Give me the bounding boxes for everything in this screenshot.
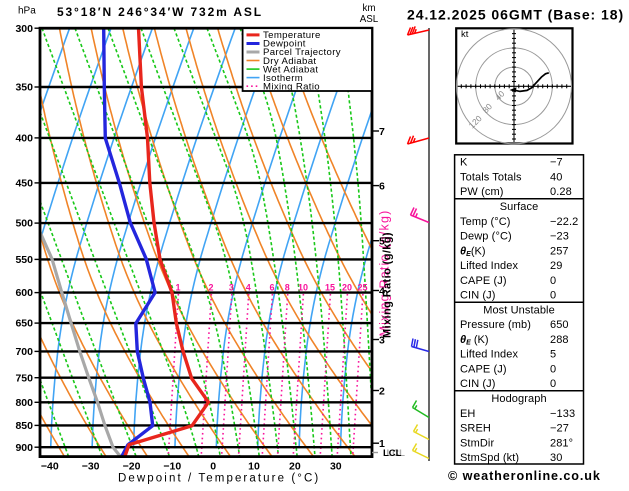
svg-text:θE(K): θE(K) xyxy=(460,245,485,257)
svg-text:8: 8 xyxy=(285,283,290,293)
svg-text:Totals Totals: Totals Totals xyxy=(460,172,522,184)
svg-text:500: 500 xyxy=(15,218,33,230)
svg-text:0: 0 xyxy=(550,275,556,287)
svg-text:Parcel Trajectory: Parcel Trajectory xyxy=(263,47,341,58)
svg-text:350: 350 xyxy=(15,82,33,94)
svg-text:600: 600 xyxy=(15,287,33,299)
svg-text:20: 20 xyxy=(342,283,352,293)
svg-text:Most Unstable: Most Unstable xyxy=(483,304,555,316)
svg-text:6: 6 xyxy=(269,283,274,293)
svg-text:450: 450 xyxy=(15,178,33,190)
svg-text:Mixing Ratio (g/kg): Mixing Ratio (g/kg) xyxy=(382,232,394,338)
svg-text:SREH: SREH xyxy=(460,423,491,435)
svg-text:15: 15 xyxy=(325,283,335,293)
svg-text:5: 5 xyxy=(550,349,556,361)
svg-text:550: 550 xyxy=(15,254,33,266)
svg-text:24.12.2025 06GMT (Base: 18): 24.12.2025 06GMT (Base: 18) xyxy=(407,7,624,23)
svg-text:10: 10 xyxy=(248,461,260,473)
svg-text:CIN (J): CIN (J) xyxy=(460,290,496,302)
svg-text:−133: −133 xyxy=(550,408,575,420)
svg-text:29: 29 xyxy=(550,260,562,272)
svg-text:km: km xyxy=(362,3,375,14)
svg-text:CIN (J): CIN (J) xyxy=(460,378,496,390)
svg-text:650: 650 xyxy=(15,318,33,330)
svg-text:CAPE (J): CAPE (J) xyxy=(460,364,507,376)
svg-text:4: 4 xyxy=(379,285,385,297)
svg-text:Temperature: Temperature xyxy=(263,30,321,41)
svg-text:−40: −40 xyxy=(41,461,59,473)
svg-text:Hodograph: Hodograph xyxy=(491,393,546,405)
svg-text:850: 850 xyxy=(15,420,33,432)
svg-text:281°: 281° xyxy=(550,437,573,449)
svg-text:900: 900 xyxy=(15,442,33,454)
svg-text:θE (K): θE (K) xyxy=(460,334,489,347)
svg-text:300: 300 xyxy=(15,23,33,35)
svg-text:7: 7 xyxy=(379,126,385,138)
svg-text:20: 20 xyxy=(289,461,301,473)
svg-text:53°18′N 246°34′W 732m ASL: 53°18′N 246°34′W 732m ASL xyxy=(57,5,263,19)
svg-text:4: 4 xyxy=(246,283,251,293)
svg-text:kt: kt xyxy=(461,29,469,40)
svg-text:3: 3 xyxy=(229,283,234,293)
svg-text:CAPE (J): CAPE (J) xyxy=(460,275,507,287)
svg-text:Lifted Index: Lifted Index xyxy=(460,260,518,272)
svg-text:−20: −20 xyxy=(123,461,141,473)
svg-text:30: 30 xyxy=(330,461,342,473)
svg-text:650: 650 xyxy=(550,319,569,331)
svg-text:−27: −27 xyxy=(550,423,569,435)
svg-text:1: 1 xyxy=(175,283,180,293)
svg-text:−23: −23 xyxy=(550,231,569,243)
svg-text:25: 25 xyxy=(357,283,367,293)
svg-text:Surface: Surface xyxy=(500,201,539,213)
svg-text:−10: −10 xyxy=(163,461,181,473)
svg-text:5: 5 xyxy=(379,236,385,248)
svg-text:2: 2 xyxy=(208,283,213,293)
svg-text:0.28: 0.28 xyxy=(550,186,572,198)
svg-text:Mixing Ratio (g/kg): Mixing Ratio (g/kg) xyxy=(378,210,392,337)
svg-text:−22.2: −22.2 xyxy=(550,216,578,228)
svg-text:10: 10 xyxy=(298,283,308,293)
svg-text:800: 800 xyxy=(15,397,33,409)
svg-text:PW (cm): PW (cm) xyxy=(460,186,503,198)
svg-text:Temp (°C): Temp (°C) xyxy=(460,216,511,228)
svg-text:2: 2 xyxy=(379,385,385,397)
svg-text:700: 700 xyxy=(15,346,33,358)
svg-text:Dry Adiabat: Dry Adiabat xyxy=(263,56,316,67)
svg-text:Lifted Index: Lifted Index xyxy=(460,349,518,361)
svg-text:0: 0 xyxy=(550,378,556,390)
svg-text:40: 40 xyxy=(550,172,562,184)
svg-text:257: 257 xyxy=(550,245,569,257)
svg-text:30: 30 xyxy=(550,452,562,464)
svg-text:Wet Adiabat: Wet Adiabat xyxy=(263,64,318,75)
svg-text:StmDir: StmDir xyxy=(460,437,494,449)
svg-text:−30: −30 xyxy=(82,461,100,473)
svg-text:StmSpd (kt): StmSpd (kt) xyxy=(460,452,519,464)
svg-text:© weatheronline.co.uk: © weatheronline.co.uk xyxy=(448,469,601,483)
svg-text:K: K xyxy=(460,157,468,169)
svg-text:ASL: ASL xyxy=(360,14,379,25)
svg-text:EH: EH xyxy=(460,408,475,420)
svg-text:hPa: hPa xyxy=(18,6,36,17)
svg-text:Pressure (mb): Pressure (mb) xyxy=(460,319,531,331)
svg-text:Isotherm: Isotherm xyxy=(263,73,303,84)
svg-text:Dewpoint / Temperature (°C): Dewpoint / Temperature (°C) xyxy=(118,473,320,485)
svg-text:1: 1 xyxy=(379,438,385,450)
svg-text:0: 0 xyxy=(550,364,556,376)
svg-text:Dewp (°C): Dewp (°C) xyxy=(460,231,512,243)
svg-text:LCL: LCL xyxy=(383,448,402,459)
svg-text:400: 400 xyxy=(15,133,33,145)
svg-text:Dewpoint: Dewpoint xyxy=(263,39,306,50)
svg-text:0: 0 xyxy=(210,461,216,473)
svg-text:288: 288 xyxy=(550,334,569,346)
svg-text:−7: −7 xyxy=(550,157,563,169)
svg-text:750: 750 xyxy=(15,372,33,384)
svg-text:LCL: LCL xyxy=(387,448,406,459)
svg-text:6: 6 xyxy=(379,180,385,192)
svg-text:Mixing Ratio: Mixing Ratio xyxy=(263,81,320,92)
svg-text:0: 0 xyxy=(550,290,556,302)
svg-text:3: 3 xyxy=(379,334,385,346)
